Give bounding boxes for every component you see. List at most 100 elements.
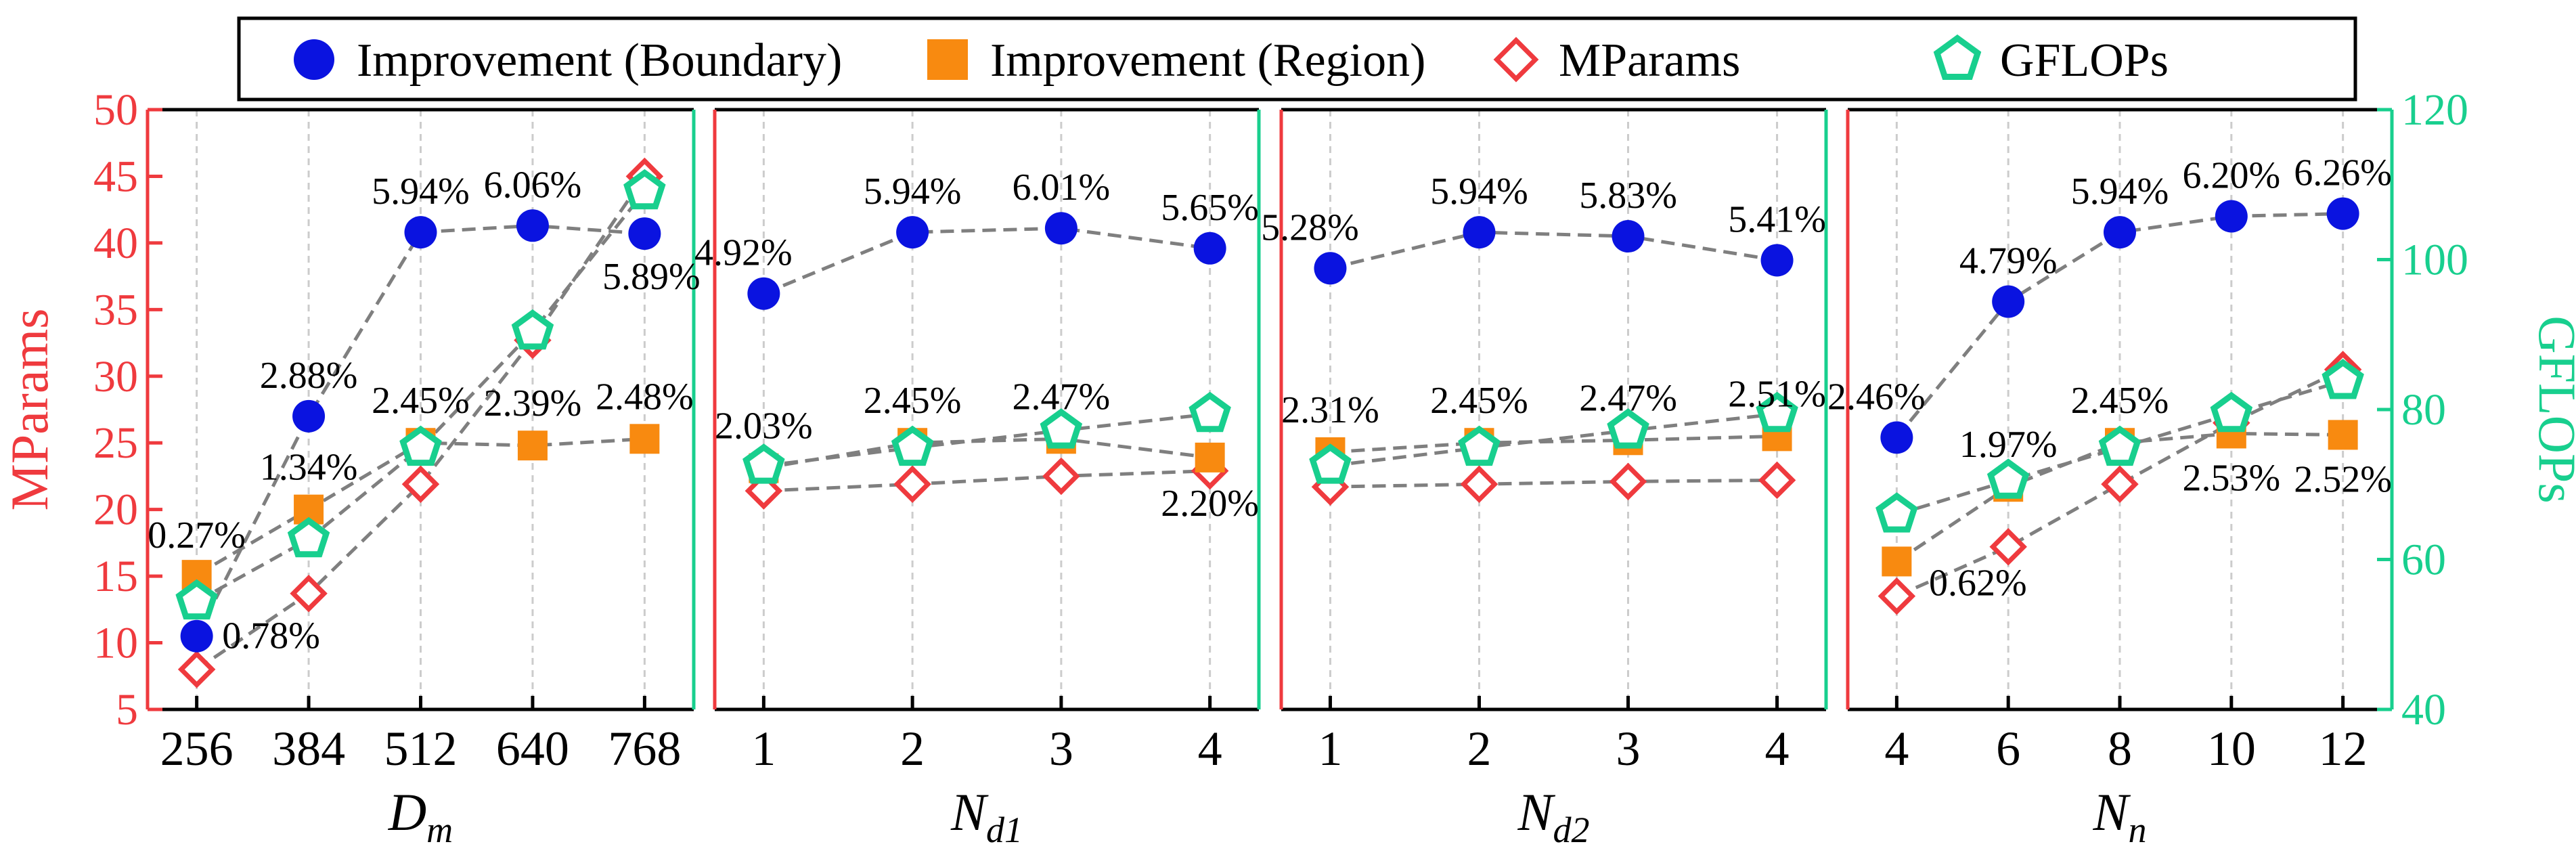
- mparams-point: [2101, 465, 2139, 504]
- mparams-line: [763, 469, 1210, 493]
- diamond-icon: [1493, 37, 1539, 83]
- boundary-point: [2104, 216, 2136, 249]
- gflops-point: [287, 517, 330, 558]
- boundary-data-label: 0.78%: [222, 615, 320, 657]
- boundary-data-label: 5.94%: [372, 171, 470, 213]
- boundary-data-label: 5.94%: [864, 171, 962, 213]
- mparams-point: [1878, 577, 1916, 615]
- gflops-point: [1040, 408, 1083, 449]
- region-data-label: 2.20%: [1161, 483, 1259, 525]
- gflops-point: [1309, 443, 1352, 484]
- boundary-data-label: 2.88%: [260, 355, 358, 397]
- boundary-point: [292, 399, 326, 433]
- x-tick-label: 4: [1884, 722, 1909, 776]
- boundary-point: [747, 277, 780, 310]
- gflops-point: [1189, 391, 1231, 433]
- left-tick-label: 10: [93, 619, 138, 668]
- mparams-point: [1609, 462, 1647, 501]
- boundary-point: [1760, 244, 1794, 277]
- left-tick-label: 30: [93, 352, 138, 401]
- x-axis-label: Nd1: [950, 783, 1023, 850]
- boundary-data-label: 5.89%: [602, 256, 701, 298]
- boundary-point: [2215, 200, 2248, 233]
- left-tick-label: 40: [93, 219, 138, 268]
- region-data-label: 2.45%: [2071, 380, 2169, 422]
- gflops-point: [399, 425, 442, 466]
- gflops-point: [2210, 391, 2253, 433]
- gflops-point: [742, 443, 785, 484]
- region-data-label: 2.53%: [2182, 457, 2280, 499]
- left-axis-label: MParams: [0, 309, 59, 511]
- boundary-data-label: 6.01%: [1013, 167, 1111, 208]
- x-tick-label: 1: [751, 722, 776, 776]
- left-tick-label: 50: [93, 85, 138, 135]
- x-tick-label: 1: [1318, 722, 1342, 776]
- shared-axes: 5 10 15 20 25 30 35 40 45 50 MParams 40 60 80 100 120 GF…: [0, 85, 2576, 734]
- mparams-line: [1330, 478, 1777, 489]
- boundary-data-label: 5.65%: [1161, 187, 1259, 229]
- x-tick-label: 512: [384, 722, 458, 776]
- region-point: [2328, 420, 2358, 450]
- region-data-label: 2.47%: [1013, 376, 1111, 418]
- mparams-point: [893, 465, 931, 504]
- left-tick-label: 45: [93, 152, 138, 201]
- gflops-point: [623, 169, 666, 210]
- boundary-point: [628, 217, 661, 250]
- left-tick-label: 25: [93, 418, 138, 468]
- panel-2: 1 2 3 4 Nd1 4.92% 5.94% 6.01% 5.65% 2.03% 2.45% 2.4…: [694, 108, 1261, 850]
- legend-box: [237, 16, 2357, 102]
- boundary-data-label: 6.20%: [2182, 155, 2280, 197]
- mparams-point: [177, 651, 216, 688]
- square-icon: [927, 39, 968, 80]
- gflops-line: [1330, 412, 1777, 468]
- region-data-label: 2.45%: [372, 380, 470, 422]
- gflops-line: [763, 412, 1210, 468]
- legend-label-gflops: GFLOPs: [2000, 35, 2169, 87]
- boundary-point: [896, 216, 929, 249]
- right-tick-label: 100: [2401, 236, 2468, 285]
- gflops-point: [1607, 408, 1649, 449]
- boundary-point: [180, 619, 213, 653]
- boundary-point: [1463, 216, 1496, 249]
- mparams-point: [1042, 457, 1080, 496]
- gflops-point: [2322, 359, 2364, 399]
- legend-label-mparams: MParams: [1559, 35, 1740, 87]
- left-tick-label: 20: [93, 485, 138, 535]
- region-data-label: 0.27%: [148, 514, 246, 556]
- right-tick-label: 40: [2401, 685, 2446, 734]
- x-tick-label: 640: [496, 722, 569, 776]
- region-data-label: 0.62%: [1929, 562, 2027, 604]
- mparams-point: [1989, 528, 2027, 566]
- region-point: [1882, 546, 1912, 577]
- boundary-point: [516, 209, 549, 242]
- mparams-point: [401, 465, 440, 504]
- region-data-label: 2.48%: [596, 376, 694, 418]
- boundary-data-label: 5.94%: [2071, 171, 2169, 213]
- gflops-point: [1458, 425, 1501, 466]
- region-data-label: 2.47%: [1579, 377, 1677, 419]
- gflops-point: [1756, 391, 1798, 433]
- right-axis-label: GFLOPs: [2528, 315, 2576, 503]
- circle-icon: [294, 39, 334, 80]
- gflops-point: [1875, 492, 1918, 533]
- region-line: [763, 437, 1210, 470]
- right-tick-label: 80: [2401, 385, 2446, 435]
- x-tick-label: 2: [900, 722, 925, 776]
- left-tick-label: 35: [93, 285, 138, 334]
- mparams-point: [290, 574, 328, 613]
- region-data-label: 2.45%: [864, 380, 962, 422]
- legend: Improvement (Boundary) Improvement (Regio…: [237, 16, 2357, 102]
- x-tick-label: 12: [2319, 722, 2368, 776]
- x-tick-label: 8: [2108, 722, 2132, 776]
- panel-3: 1 2 3 4 Nd2 5.28% 5.94% 5.83% 5.41% 2.31% 2.45% 2.4…: [1261, 108, 1828, 850]
- boundary-data-label: 6.26%: [2294, 152, 2392, 194]
- x-tick-label: 2: [1467, 722, 1491, 776]
- x-tick-label: 10: [2207, 722, 2256, 776]
- right-tick-label: 60: [2401, 535, 2446, 585]
- x-axis-label: Dm: [388, 783, 453, 850]
- right-tick-label: 120: [2401, 85, 2468, 135]
- gflops-point: [175, 579, 218, 620]
- boundary-point: [1314, 252, 1347, 285]
